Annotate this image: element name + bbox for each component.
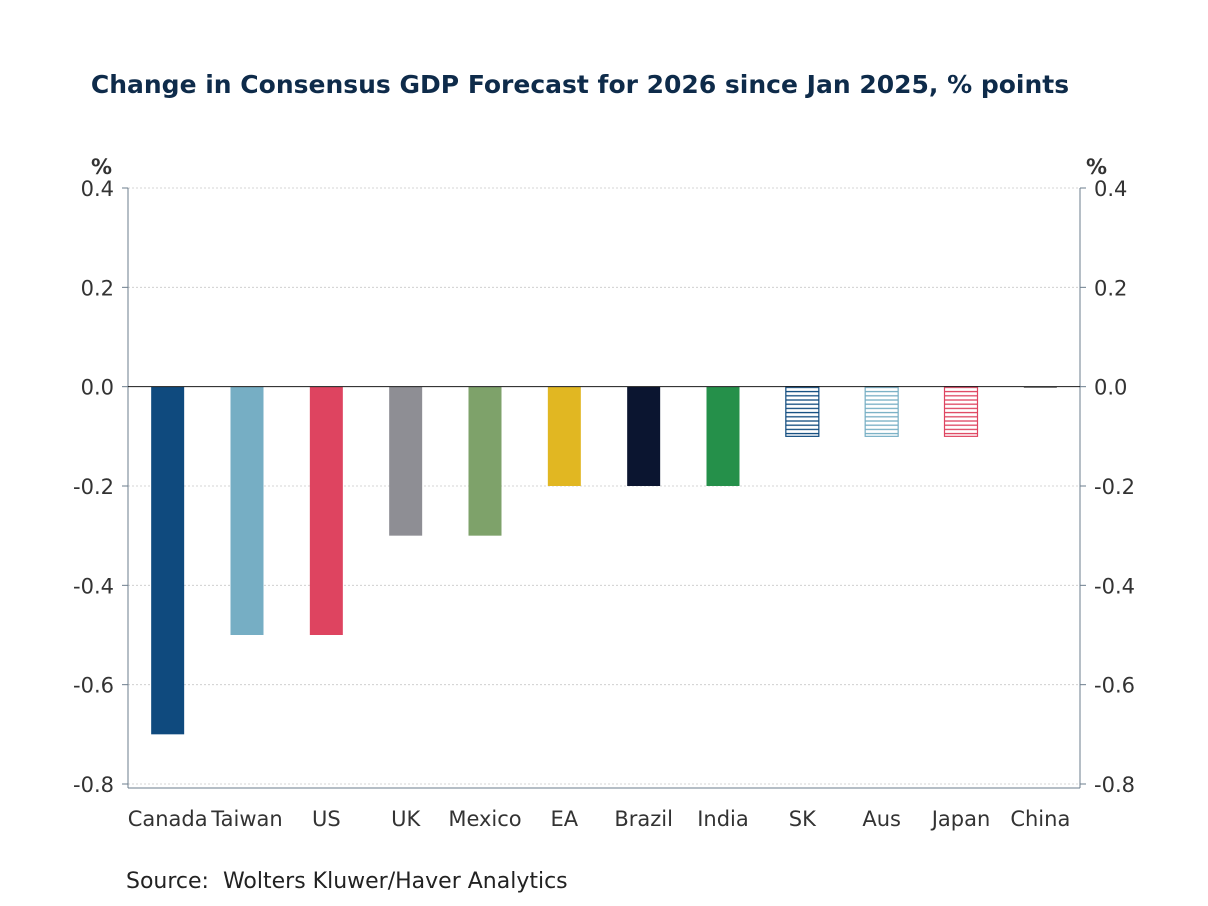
left-tick-label: 0.0: [81, 376, 114, 400]
right-tick-label: 0.4: [1094, 177, 1127, 201]
grid-lines: [128, 187, 1080, 785]
bar-india: [706, 386, 740, 486]
left-tick-label: -0.6: [73, 674, 114, 698]
right-tick-label: -0.6: [1094, 674, 1135, 698]
category-label-us: US: [312, 807, 341, 831]
category-label-ea: EA: [551, 807, 579, 831]
category-label-uk: UK: [391, 807, 421, 831]
category-label-canada: Canada: [128, 807, 208, 831]
category-label-aus: Aus: [862, 807, 901, 831]
right-tick-label: -0.2: [1094, 475, 1135, 499]
right-tick-label: -0.4: [1094, 574, 1135, 598]
bar-sk: [785, 386, 820, 437]
category-label-sk: SK: [789, 807, 817, 831]
left-tick-label: -0.2: [73, 475, 114, 499]
bar-aus: [864, 386, 899, 437]
left-tick-label: 0.4: [81, 177, 114, 201]
left-tick-label: 0.2: [81, 276, 114, 300]
bar-taiwan: [230, 386, 264, 635]
bars: [151, 386, 1057, 735]
bar-chart: 0.4 0.4 0.2 0.2 0.0 0.0 -0.2 -0.2 -0.4 -0.4 -0.6 -0…: [73, 155, 1135, 831]
category-label-mexico: Mexico: [448, 807, 521, 831]
left-axis-unit: %: [91, 155, 112, 179]
category-label-china: China: [1010, 807, 1070, 831]
bar-us: [309, 386, 343, 635]
source-note: Source: Wolters Kluwer/Haver Analytics: [126, 869, 568, 894]
bar-japan: [943, 386, 979, 437]
left-tick-label: -0.8: [73, 773, 114, 797]
bar-brazil: [627, 386, 661, 486]
bar-canada: [151, 386, 185, 735]
category-label-japan: Japan: [930, 807, 991, 831]
right-tick-label: 0.0: [1094, 376, 1127, 400]
category-label-brazil: Brazil: [614, 807, 673, 831]
right-axis-unit: %: [1086, 155, 1107, 179]
axes: [122, 187, 1086, 789]
left-tick-label: -0.4: [73, 574, 114, 598]
category-label-taiwan: Taiwan: [210, 807, 282, 831]
labels: 0.4 0.4 0.2 0.2 0.0 0.0 -0.2 -0.2 -0.4 -0.4 -0.6 -0…: [73, 155, 1135, 831]
category-label-india: India: [697, 807, 749, 831]
bar-uk: [389, 386, 423, 536]
bar-mexico: [468, 386, 502, 536]
right-tick-label: -0.8: [1094, 773, 1135, 797]
chart-title: Change in Consensus GDP Forecast for 202…: [90, 70, 1070, 99]
right-tick-label: 0.2: [1094, 276, 1127, 300]
bar-ea: [547, 386, 581, 486]
